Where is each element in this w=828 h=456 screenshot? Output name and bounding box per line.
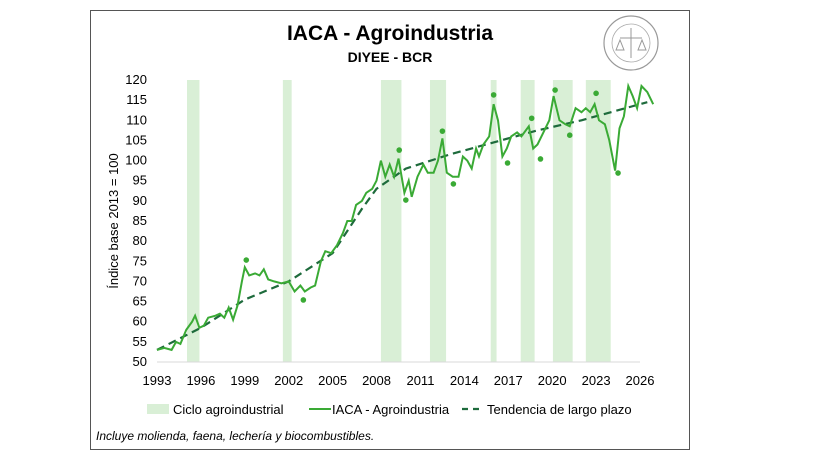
cycle-bands: [187, 80, 611, 362]
chart-subtitle: DIYEE - BCR: [348, 49, 433, 65]
turning-point: [403, 197, 409, 203]
cycle-band: [552, 80, 573, 362]
x-tick-label: 1993: [143, 373, 172, 388]
y-tick-label: 70: [133, 273, 147, 288]
y-axis-label: Índice base 2013 = 100: [106, 153, 121, 289]
x-tick-label: 1996: [186, 373, 215, 388]
x-tick-label: 2017: [494, 373, 523, 388]
bcr-logo: [603, 15, 659, 71]
y-tick-label: 105: [125, 132, 147, 147]
x-tick-label: 1999: [230, 373, 259, 388]
cycle-band: [585, 80, 611, 362]
legend-band-swatch: [147, 404, 169, 414]
y-tick-label: 110: [126, 112, 147, 127]
x-tick-label: 2005: [318, 373, 347, 388]
y-tick-label: 55: [133, 334, 147, 349]
footnote: Incluye molienda, faena, lechería y bioc…: [96, 429, 374, 443]
x-tick-label: 2026: [626, 373, 655, 388]
legend-trend-label: Tendencia de largo plazo: [487, 402, 632, 417]
turning-point: [566, 132, 573, 138]
y-tick-label: 90: [133, 193, 147, 208]
x-tick-label: 2023: [582, 373, 611, 388]
turning-points: [243, 87, 621, 303]
chart-title: IACA - Agroindustria: [287, 22, 493, 45]
cycle-band: [490, 80, 497, 362]
legend-iaca-label: IACA - Agroindustria: [332, 402, 450, 417]
y-axis-ticks: 50 55 60 65 70 75 80 85 90 95 100 105 110 115 120: [125, 72, 147, 369]
turning-point: [528, 115, 535, 122]
cycle-band: [187, 80, 200, 362]
turning-point: [300, 297, 307, 303]
turning-point: [396, 147, 403, 153]
y-tick-label: 80: [133, 233, 147, 248]
cycle-band: [282, 80, 292, 362]
turning-point: [504, 160, 511, 166]
y-tick-label: 100: [125, 153, 147, 168]
trend-line: [156, 101, 648, 351]
turning-point: [593, 90, 599, 97]
turning-point: [243, 257, 250, 263]
y-tick-label: 120: [125, 72, 147, 87]
turning-point: [615, 170, 621, 176]
cycle-band: [380, 80, 402, 362]
turning-point: [552, 87, 558, 93]
y-tick-label: 65: [133, 294, 147, 309]
turning-point: [537, 156, 544, 162]
y-tick-label: 115: [126, 92, 147, 107]
x-tick-label: 2020: [538, 373, 567, 388]
x-tick-label: 2002: [274, 373, 303, 388]
turning-point: [439, 128, 446, 134]
iaca-line: [156, 82, 655, 352]
x-tick-label: 2011: [406, 373, 434, 388]
y-tick-label: 50: [133, 354, 147, 369]
x-tick-label: 2014: [450, 373, 479, 388]
legend-band-label: Ciclo agroindustrial: [173, 402, 284, 417]
x-axis-ticks: 1993 1996 1999 2002 2005 2008 2011 2014 2017 2020…: [143, 373, 655, 388]
cycle-band: [429, 80, 447, 362]
turning-point: [490, 92, 497, 98]
cycle-band: [520, 80, 535, 362]
turning-point: [450, 181, 457, 187]
x-tick-label: 2008: [362, 373, 391, 388]
y-tick-label: 85: [133, 213, 147, 228]
y-tick-label: 95: [133, 173, 147, 188]
y-tick-label: 75: [133, 253, 147, 268]
legend: Ciclo agroindustrial IACA - Agroindustri…: [147, 402, 632, 417]
y-tick-label: 60: [133, 314, 147, 329]
